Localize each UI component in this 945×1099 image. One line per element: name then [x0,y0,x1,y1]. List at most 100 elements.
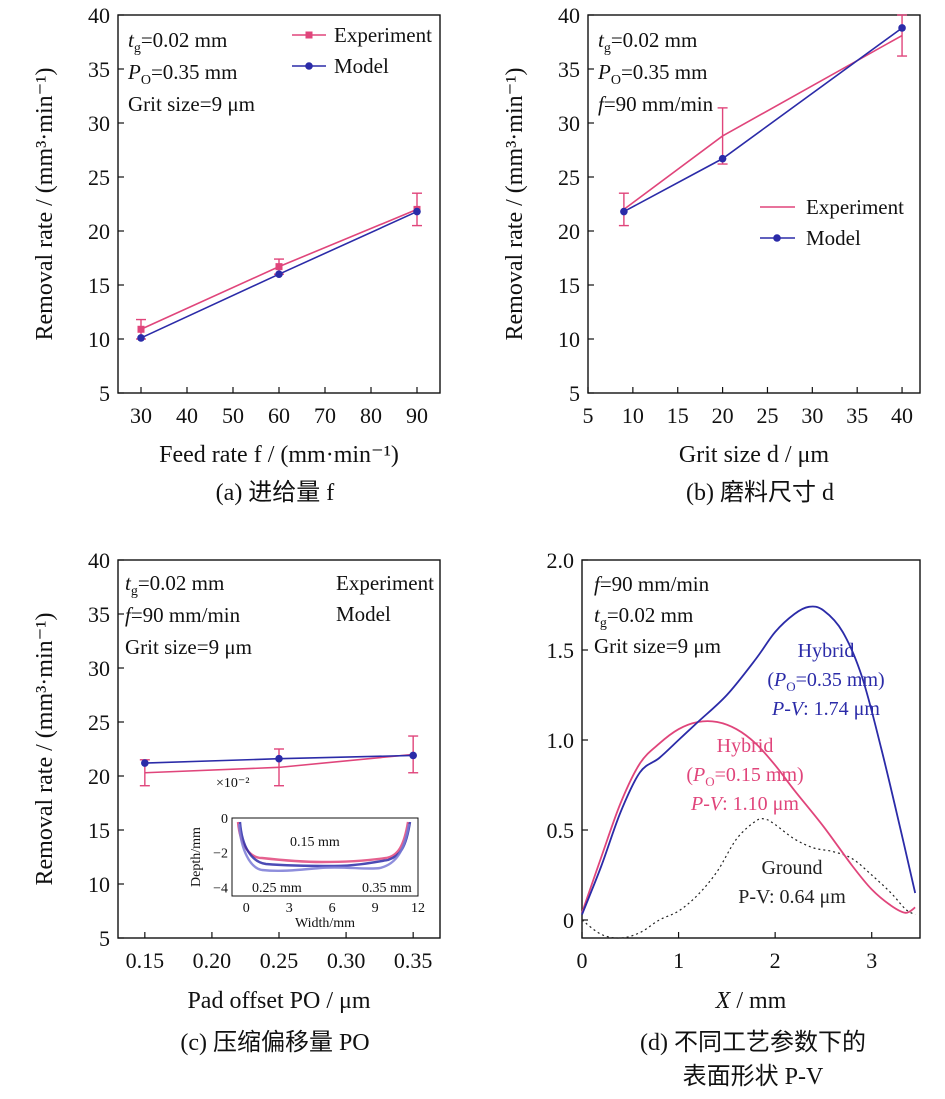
caption: 表面形状 P-V [683,1063,824,1090]
info-value: =0.02 mm [141,28,228,52]
model-point [413,207,421,216]
inset-x-tick-label: 12 [411,901,425,916]
x-tick-label: 0.15 [126,948,165,973]
y-tick-label: 25 [88,710,110,735]
x-tick-label: 80 [360,403,382,428]
annotation-ground: P-V: 0.64 μm [738,886,846,908]
annotation-hybrid-015-paren: ( [686,764,693,786]
model-point [898,24,906,32]
inset-annotation: 0.25 mm [252,881,302,896]
x-tick-label: 0.30 [327,948,366,973]
info-subscript: O [611,73,621,88]
x-axis-label: Grit size d / μm [679,442,830,468]
info-symbol: t [125,571,132,595]
model-point [275,270,283,279]
y-tick-label: 10 [88,872,110,897]
legend-label: Model [334,54,389,78]
y-tick-label: 5 [99,381,110,406]
annotation-hybrid-035-subscript: O [786,679,795,694]
info-subscript: g [131,584,138,599]
x-tick-label: 50 [222,403,244,428]
x-tick-label: 0.35 [394,948,433,973]
experiment-point [137,325,145,333]
model-line [623,27,903,213]
info-symbol: t [594,603,601,627]
model-point [137,334,145,342]
model-point [275,754,283,763]
info-line: tg=0.02 mm [125,571,224,599]
annotation-hybrid-015-value: : 1.10 μm [722,793,799,815]
hybrid-015-line [581,720,916,914]
info-line: Grit size=9 μm [594,634,721,658]
model-point [141,759,149,767]
caption: (c) 压缩偏移量 PO [180,1029,369,1056]
info-value: =0.02 mm [138,571,225,595]
annotation-ground: Ground [761,857,822,879]
y-tick-label: 25 [88,165,110,190]
x-axis-label: Pad offset PO / μm [187,988,370,1014]
y-tick-label: 40 [88,548,110,573]
y-axis-label: Removal rate / (mm³·min⁻¹) [502,68,528,341]
panel-d: 0 0.5 1.0 1.5 2.0 0 1 2 3 f=90 mm/min tg=0.02 mm Gr… [547,548,921,1090]
info-line: tg=0.02 mm [128,28,227,56]
info-symbol: f [594,572,603,596]
inset-profile-1 [238,821,412,868]
x-tick-label: 30 [130,403,152,428]
y-tick-label: 10 [558,327,580,352]
x-tick-label: 60 [268,403,290,428]
info-symbol: t [128,28,135,52]
inset-chart: ×10⁻² 0 3 6 9 12 0 −2 −4 Width/mm Depth/mm 0.15 mm 0… [189,776,425,931]
annotation-hybrid-035-paren: ( [767,669,774,691]
info-value: =0.02 mm [607,603,694,627]
model-point [718,154,727,163]
legend-label: Experiment [806,195,904,219]
y-tick-label: 1.5 [547,638,575,663]
legend-label: Experiment [334,23,432,47]
y-tick-label: 30 [88,656,110,681]
info-symbol: P [597,60,611,84]
y-tick-label: 20 [558,219,580,244]
y-tick-label: 15 [88,818,110,843]
legend-label: Model [336,602,391,626]
annotation-hybrid-015-symbol: P [692,764,705,786]
inset-profile-2 [237,823,411,873]
y-tick-label: 40 [88,3,110,28]
legend-marker [305,62,313,70]
x-tick-label: 0.25 [260,948,299,973]
x-axis-unit: / mm [730,988,786,1014]
x-axis-label: Feed rate f / (mm·min⁻¹) [159,442,399,468]
inset-multiplier: ×10⁻² [216,776,249,791]
y-tick-label: 30 [88,111,110,136]
inset-y-tick-label: −4 [213,881,228,896]
annotation-hybrid-035-value: : 1.74 μm [803,698,880,720]
y-tick-label: 5 [99,926,110,951]
info-subscript: g [604,41,611,56]
inset-y-label: Depth/mm [189,827,204,887]
x-tick-label: 10 [622,403,644,428]
inset-annotation: 0.15 mm [290,835,340,850]
x-tick-label: 70 [314,403,336,428]
info-line: f=90 mm/min [598,92,714,116]
x-tick-label: 25 [756,403,778,428]
y-axis-label: Removal rate / (mm³·min⁻¹) [32,68,58,341]
inset-x-label: Width/mm [295,916,355,931]
y-tick-label: 10 [88,327,110,352]
y-tick-label: 25 [558,165,580,190]
x-tick-label: 0 [577,948,588,973]
annotation-hybrid-015-value: =0.15 mm) [715,764,804,786]
legend-marker [773,234,781,242]
y-tick-label: 20 [88,219,110,244]
inset-y-tick-label: 0 [221,812,228,827]
ground-line [581,818,916,939]
y-tick-label: 0.5 [547,818,575,843]
annotation-hybrid-015: P-V: 1.10 μm [690,793,799,815]
y-tick-label: 30 [558,111,580,136]
annotation-hybrid-035-symbol: P-V [771,698,806,720]
annotation-hybrid-015: (PO=0.15 mm) [686,764,803,789]
info-value: =0.02 mm [611,28,698,52]
y-tick-label: 40 [558,3,580,28]
annotation-hybrid-035: (PO=0.35 mm) [767,669,884,694]
inset-y-tick-label: −2 [213,847,228,862]
